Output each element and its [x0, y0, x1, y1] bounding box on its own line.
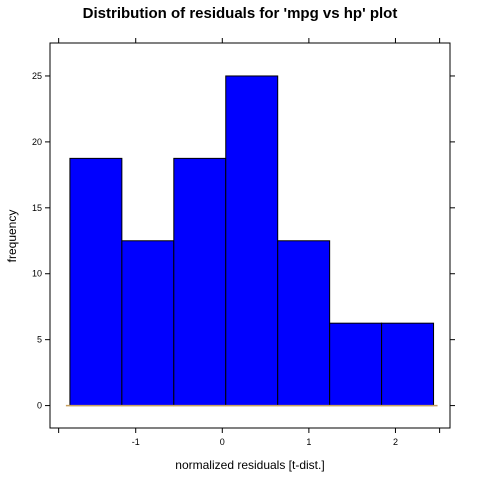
y-axis: 0 5 10 15 20 25 [32, 71, 455, 411]
y-tick-label: 25 [32, 71, 42, 81]
histogram-bar-4 [225, 75, 279, 407]
y-tick-label: 10 [32, 269, 42, 279]
x-axis-label: normalized residuals [t-dist.] [175, 458, 324, 472]
histogram-bar-7 [381, 322, 435, 407]
x-axis: -1 0 1 2 [58, 38, 441, 447]
chart-title: Distribution of residuals for 'mpg vs hp… [83, 5, 398, 22]
y-tick-label: 5 [37, 335, 42, 345]
histogram-bar-3 [173, 157, 227, 407]
x-tick-label: 0 [220, 437, 225, 447]
y-tick-label: 20 [32, 137, 42, 147]
histogram-bar-1 [69, 157, 123, 407]
histogram-bar-2 [121, 240, 175, 407]
y-tick-label: 15 [32, 203, 42, 213]
x-tick-label: 1 [306, 437, 311, 447]
plot-frame [49, 42, 451, 429]
histogram-bar-6 [329, 322, 383, 407]
histogram-bar-5 [277, 240, 331, 407]
y-axis-label: frequency [5, 210, 19, 263]
bars-group [69, 75, 435, 407]
y-tick-label: 0 [37, 401, 42, 411]
x-tick-label: -1 [132, 437, 140, 447]
x-tick-label: 2 [393, 437, 398, 447]
